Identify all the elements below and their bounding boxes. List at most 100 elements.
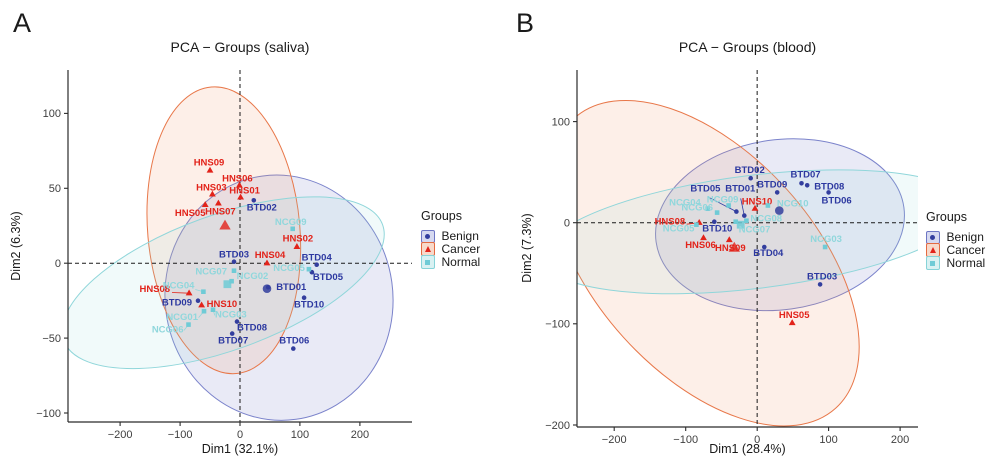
point-BTD09 (195, 298, 201, 304)
point-BTD02 (748, 175, 753, 181)
point-HNS07 (215, 199, 222, 206)
point-NCG03 (210, 307, 216, 312)
panel-letter-a: A (13, 8, 32, 38)
point-label-NCG03: NCG03 (215, 310, 247, 321)
point-label-HNS04: HNS04 (255, 250, 286, 261)
point-BTD07 (229, 331, 235, 336)
point-label-HNS10: HNS10 (742, 197, 773, 208)
ellipse-benign-saliva (164, 174, 394, 421)
point-BTD04 (314, 262, 320, 268)
legend-label-normal: Normal (946, 255, 986, 270)
cancer-key-box (926, 243, 940, 257)
x-tick-label: 0 (237, 429, 243, 441)
point-label-BTD05: BTD05 (313, 272, 344, 283)
cancer-triangle-icon (929, 247, 936, 254)
legend-item-normal: Normal (926, 255, 1003, 270)
x-tick-label: −200 (602, 434, 627, 446)
point-label-NCG07: NCG07 (739, 225, 771, 236)
y-axis-title: Dim2 (7.3%) (520, 213, 534, 282)
plot-title-blood: PCA − Groups (blood) (679, 39, 816, 55)
point-BTD09 (774, 190, 780, 195)
point-label-NCG07: NCG07 (195, 267, 227, 278)
point-HNS01 (237, 193, 244, 200)
point-label-NCG09: NCG09 (275, 217, 307, 228)
point-NCG02 (229, 278, 234, 284)
point-HNS05 (788, 319, 796, 326)
normal-square-icon (425, 259, 431, 265)
point-NCG05 (306, 266, 312, 272)
point-label-NCG02: NCG02 (237, 271, 269, 282)
point-BTD03 (817, 282, 823, 287)
point-NCG06 (186, 322, 191, 327)
centroid-cancer (219, 219, 231, 230)
legend-label-benign: Benign (946, 230, 984, 245)
point-HNS10 (751, 204, 759, 211)
point-HNS09 (206, 166, 214, 173)
point-label-HNS03: HNS03 (196, 182, 227, 193)
point-label-BTD03: BTD03 (219, 250, 249, 261)
benign-circle-icon (425, 233, 431, 239)
ellipse-normal-saliva (68, 196, 385, 370)
point-label-HNS08: HNS08 (139, 284, 170, 295)
normal-square-icon (930, 260, 936, 266)
point-label-HNS05: HNS05 (779, 310, 810, 321)
point-label-BTD10: BTD10 (294, 300, 324, 311)
legend-label-cancer: Cancer (946, 243, 986, 258)
point-label-HNS09: HNS09 (715, 243, 746, 254)
point-HNS03 (209, 190, 216, 197)
point-label-NCG04: NCG04 (669, 198, 701, 209)
point-label-BTD08: BTD08 (814, 181, 844, 192)
point-label-NCG08: NCG08 (750, 214, 782, 225)
ellipse-normal-blood (577, 169, 918, 295)
point-label-BTD09: BTD09 (162, 298, 192, 309)
point-NCG04 (201, 289, 206, 294)
point-HNS05 (201, 201, 209, 207)
point-label-HNS06: HNS06 (685, 240, 716, 251)
benign-key-box (421, 229, 435, 244)
point-NCG09 (726, 203, 731, 208)
ellipse-cancer-saliva (146, 86, 302, 375)
point-BTD04 (762, 244, 767, 250)
benign-key-box (926, 230, 940, 245)
point-label-BTD09: BTD09 (757, 179, 787, 190)
y-tick-label: −200 (545, 420, 570, 432)
point-label-NCG04: NCG04 (163, 281, 195, 292)
y-tick-label: 0 (55, 258, 61, 270)
x-tick-label: 200 (351, 429, 369, 441)
legend-item-benign: Benign (421, 229, 507, 244)
point-label-BTD07: BTD07 (218, 336, 248, 347)
point-label-NCG10: NCG10 (777, 199, 809, 210)
point-label-HNS07: HNS07 (205, 206, 236, 217)
point-label-HNS09: HNS09 (194, 157, 225, 168)
plot-title-saliva: PCA − Groups (saliva) (171, 39, 310, 55)
point-BTD01 (265, 284, 271, 290)
centroid-benign (775, 206, 784, 215)
point-label-HNS10: HNS10 (207, 299, 238, 310)
x-tick-label: 0 (754, 434, 760, 446)
cancer-triangle-icon (424, 246, 431, 253)
legend-title: Groups (421, 209, 462, 223)
point-HNS08 (185, 289, 193, 296)
point-label-HNS08: HNS08 (655, 217, 686, 228)
point-BTD08 (804, 183, 810, 188)
point-NCG04 (705, 206, 711, 211)
legend-item-benign: Benign (926, 230, 1003, 245)
normal-key-box (421, 255, 435, 269)
legend-item-normal: Normal (421, 254, 507, 269)
y-tick-label: 100 (552, 116, 570, 128)
x-tick-label: −200 (108, 429, 133, 441)
y-tick-label: 100 (43, 108, 61, 120)
panel-letter-b: B (516, 8, 535, 38)
point-BTD10 (712, 219, 717, 224)
centroid-cancer (728, 241, 740, 252)
legend-item-cancer: Cancer (421, 242, 507, 257)
legend-label-cancer: Cancer (441, 242, 481, 257)
point-label-HNS01: HNS01 (229, 185, 260, 196)
point-label-BTD06: BTD06 (279, 336, 309, 347)
legend-label-normal: Normal (441, 254, 481, 269)
y-tick-label: −100 (36, 408, 61, 420)
point-HNS06 (700, 234, 707, 241)
y-tick-label: −100 (545, 319, 570, 331)
ellipse-cancer-blood (577, 99, 860, 427)
